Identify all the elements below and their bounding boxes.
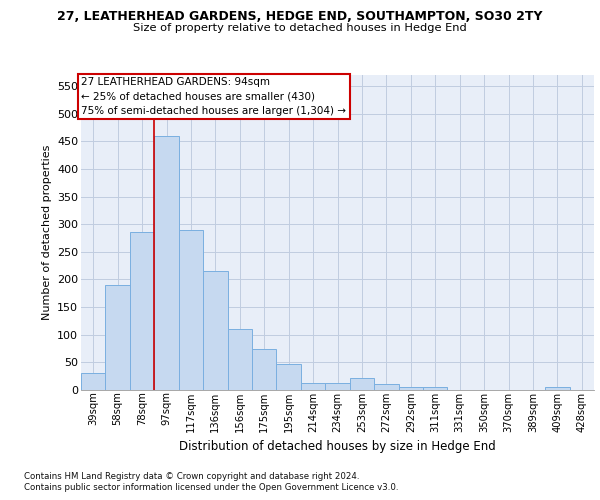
Text: Contains HM Land Registry data © Crown copyright and database right 2024.: Contains HM Land Registry data © Crown c… bbox=[24, 472, 359, 481]
Bar bbox=[398, 387, 423, 390]
Bar bbox=[277, 364, 301, 390]
Bar bbox=[81, 374, 106, 390]
Bar bbox=[227, 329, 252, 390]
Bar bbox=[203, 271, 227, 390]
Bar bbox=[179, 230, 203, 390]
Bar bbox=[545, 387, 569, 390]
Bar bbox=[423, 387, 448, 390]
Bar bbox=[350, 378, 374, 390]
Text: 27 LEATHERHEAD GARDENS: 94sqm
← 25% of detached houses are smaller (430)
75% of : 27 LEATHERHEAD GARDENS: 94sqm ← 25% of d… bbox=[82, 76, 346, 116]
Bar bbox=[325, 384, 350, 390]
Text: Contains public sector information licensed under the Open Government Licence v3: Contains public sector information licen… bbox=[24, 484, 398, 492]
Bar bbox=[374, 384, 398, 390]
Bar bbox=[301, 383, 325, 390]
Text: 27, LEATHERHEAD GARDENS, HEDGE END, SOUTHAMPTON, SO30 2TY: 27, LEATHERHEAD GARDENS, HEDGE END, SOUT… bbox=[57, 10, 543, 23]
X-axis label: Distribution of detached houses by size in Hedge End: Distribution of detached houses by size … bbox=[179, 440, 496, 453]
Bar bbox=[130, 232, 154, 390]
Y-axis label: Number of detached properties: Number of detached properties bbox=[41, 145, 52, 320]
Bar bbox=[154, 136, 179, 390]
Bar bbox=[252, 348, 277, 390]
Bar bbox=[106, 285, 130, 390]
Text: Size of property relative to detached houses in Hedge End: Size of property relative to detached ho… bbox=[133, 23, 467, 33]
